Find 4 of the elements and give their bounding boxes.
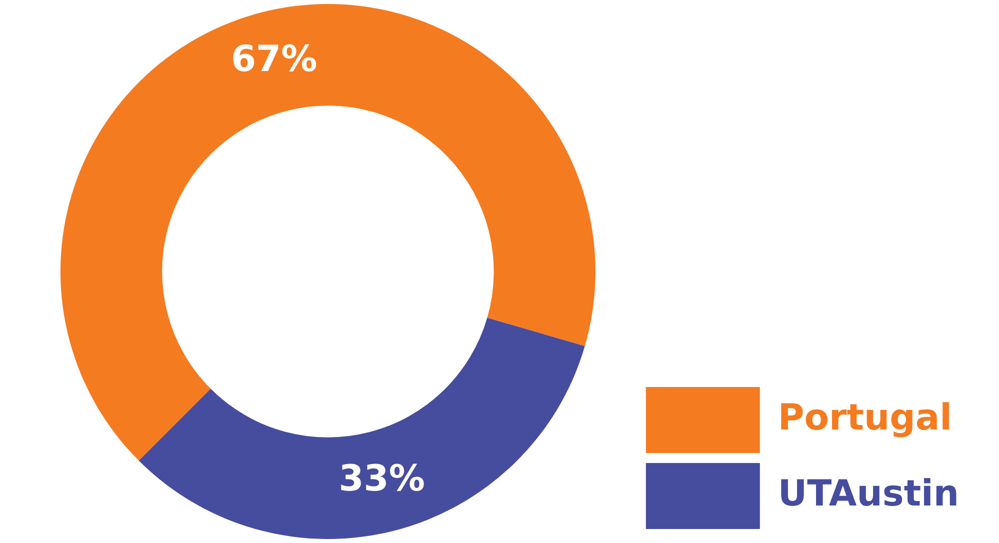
- legend-label: Portugal: [778, 397, 952, 438]
- data-label: 33%: [338, 458, 425, 500]
- data-label: 67%: [230, 38, 318, 80]
- legend-label: UTAustin: [778, 473, 960, 514]
